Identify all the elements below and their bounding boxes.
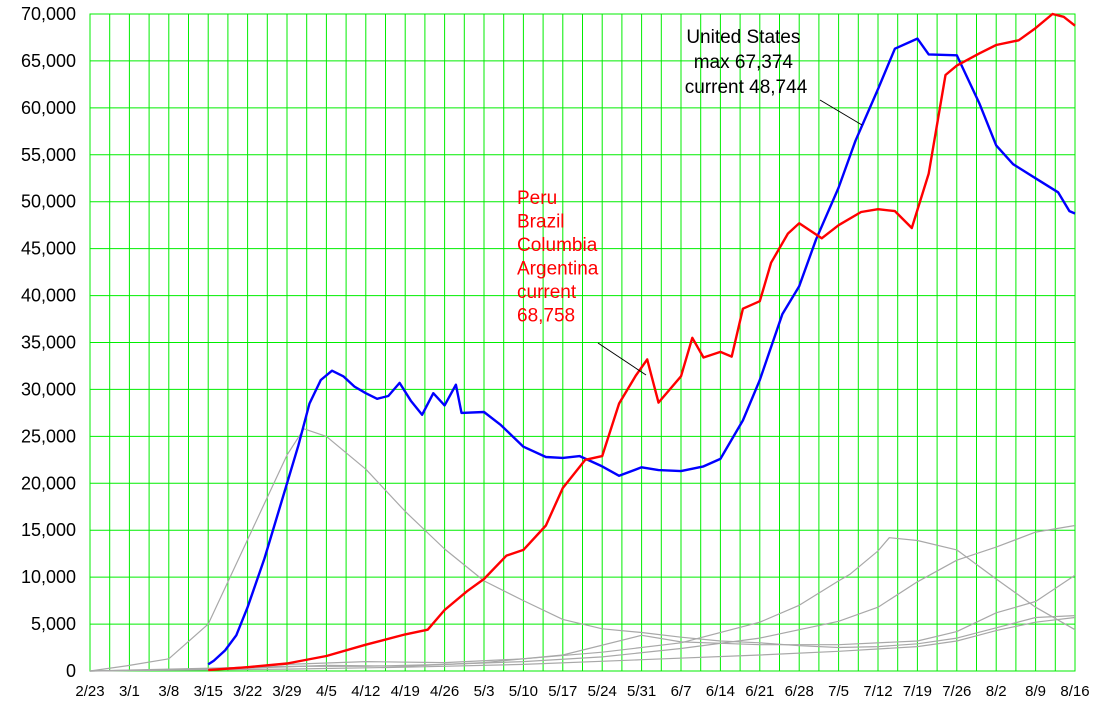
south-america-annotation-line: 68,758 [517,306,575,327]
x-tick-label: 8/9 [1025,683,1046,700]
us-annotation-leader [819,99,863,126]
us-annotation-line: current 48,744 [685,77,808,98]
x-tick-label: 3/22 [233,683,262,700]
other-series-line [89,574,1076,672]
south-america-annotation-leader [597,342,647,376]
us-series-line [207,37,1076,666]
x-tick-label: 2/23 [75,683,104,700]
x-tick-label: 5/10 [509,683,538,700]
x-tick-label: 4/5 [316,683,337,700]
x-tick-label: 4/12 [351,683,380,700]
south-america-annotation-line: current [517,282,577,303]
x-tick-label: 7/5 [828,683,849,700]
y-tick-label: 55,000 [21,145,76,165]
x-tick-label: 3/8 [158,683,179,700]
other-series-line [89,616,1076,672]
south-america-annotation-line: Brazil [517,212,565,233]
y-tick-label: 15,000 [21,520,76,540]
grid [89,13,1076,672]
x-tick-label: 3/15 [194,683,223,700]
south-america-annotation: Peru Brazil Columbia Argentina current 6… [517,188,604,327]
x-tick-label: 5/31 [627,683,656,700]
y-tick-label: 40,000 [21,286,76,306]
x-tick-label: 3/1 [119,683,140,700]
x-tick-label: 6/21 [745,683,774,700]
us-annotation-line: United States [686,27,800,48]
y-tick-label: 70,000 [21,4,76,24]
south-america-series-line [208,12,1076,672]
x-tick-label: 5/17 [548,683,577,700]
x-tick-label: 7/19 [903,683,932,700]
x-tick-label: 6/28 [785,683,814,700]
x-tick-label: 7/26 [942,683,971,700]
plot-frame [89,13,1076,672]
south-america-annotation-line: Argentina [517,259,599,280]
x-tick-label: 3/29 [272,683,301,700]
y-tick-label: 35,000 [21,333,76,353]
series-lines [89,12,1076,672]
us-annotation: United States max 67,374 current 48,744 [685,27,808,98]
y-tick-label: 60,000 [21,98,76,118]
y-tick-label: 5,000 [31,614,76,634]
y-tick-label: 45,000 [21,239,76,259]
x-tick-label: 7/12 [863,683,892,700]
y-tick-label: 0 [66,661,76,681]
y-tick-label: 65,000 [21,51,76,71]
x-tick-label: 5/24 [588,683,617,700]
other-series-line [89,537,1076,672]
y-axis-tick-labels: 0 5,000 10,000 15,000 20,000 25,000 30,000 35,0… [21,4,76,681]
x-tick-label: 8/16 [1060,683,1089,700]
y-tick-label: 20,000 [21,473,76,493]
x-tick-label: 4/26 [430,683,459,700]
south-america-annotation-line: Peru [517,188,557,209]
annotations: United States max 67,374 current 48,744 … [517,27,863,376]
x-axis-tick-labels: 2/23 3/1 3/8 3/15 3/22 3/29 4/5 4/12 4/19 4/26 5/3… [75,683,1089,700]
us-annotation-line: max 67,374 [694,52,794,73]
y-tick-label: 50,000 [21,192,76,212]
y-tick-label: 10,000 [21,567,76,587]
south-america-annotation-line: Columbia [517,235,598,256]
y-tick-label: 25,000 [21,426,76,446]
x-tick-label: 6/14 [706,683,735,700]
y-tick-label: 30,000 [21,379,76,399]
other-series-line [89,428,1076,672]
x-tick-label: 6/7 [671,683,692,700]
x-tick-label: 4/19 [391,683,420,700]
x-tick-label: 5/3 [474,683,495,700]
x-tick-label: 8/2 [986,683,1007,700]
